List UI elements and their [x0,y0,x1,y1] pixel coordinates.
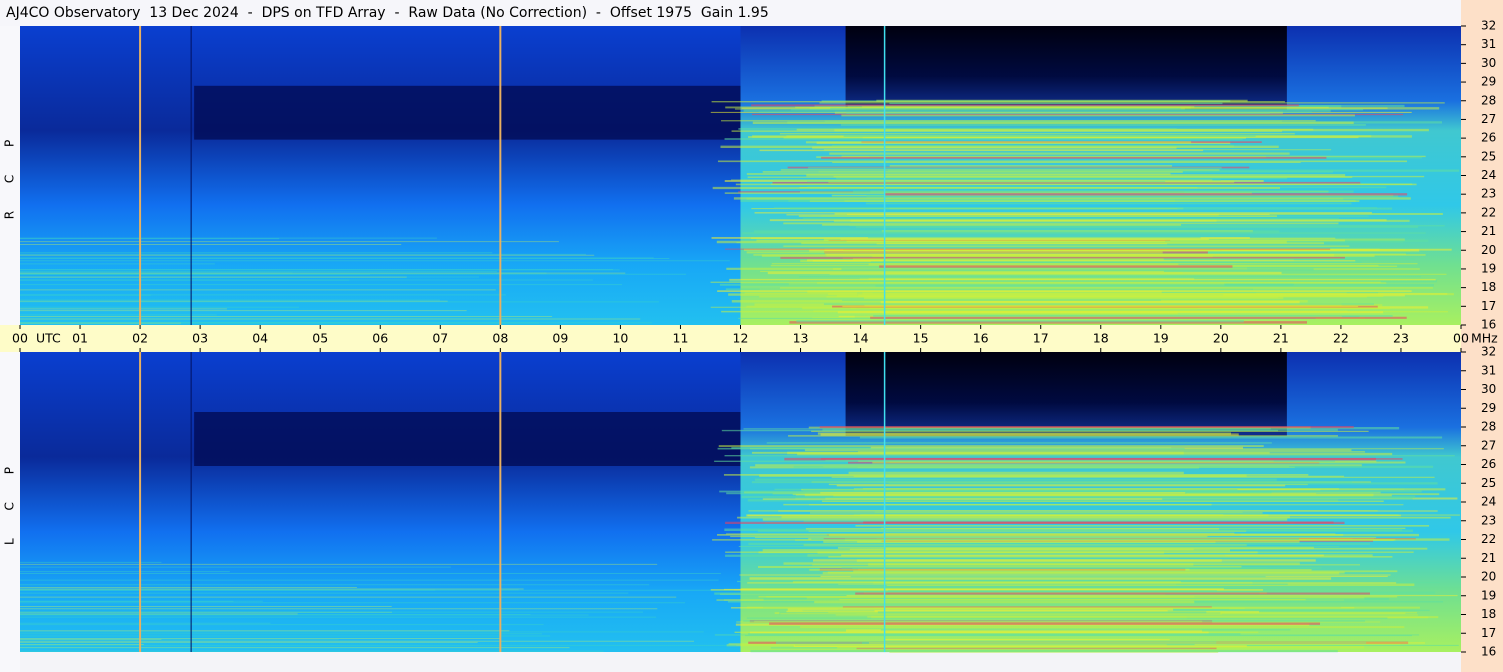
y-tick-label: 21 [1481,224,1496,238]
y-tick-label: 27 [1481,438,1496,452]
y-tick-label: 16 [1481,318,1496,332]
page-title: AJ4CO Observatory 13 Dec 2024 - DPS on T… [6,5,769,21]
absorption-band [194,85,741,140]
x-tick-label: 01 [72,331,88,346]
x-tick-label: 17 [1033,331,1049,346]
frequency-axis-strip [1461,0,1503,672]
x-tick-label: 23 [1393,331,1409,346]
y-tick-label: 24 [1481,495,1496,509]
x-tick-label: 05 [312,331,328,346]
y-tick-label: 19 [1481,261,1496,275]
x-tick-label: 18 [1093,331,1109,346]
y-tick-label: 30 [1481,382,1496,396]
x-tick-label: 02 [132,331,148,346]
cutoff-band [845,352,1287,436]
x-unit: UTC [36,331,61,346]
x-tick-label: 00 [1453,331,1469,346]
y-tick-label: 32 [1481,19,1496,33]
y-tick-label: 28 [1481,420,1496,434]
y-tick-label: 22 [1481,532,1496,546]
panel-label: L C P [3,455,17,545]
y-tick-label: 29 [1481,75,1496,89]
x-tick-label: 15 [913,331,929,346]
y-tick-label: 31 [1481,363,1496,377]
x-tick-label: 21 [1273,331,1289,346]
x-tick-label: 12 [733,331,749,346]
y-tick-label: 26 [1481,131,1496,145]
y-tick-label: 17 [1481,626,1496,640]
y-tick-label: 17 [1481,299,1496,313]
y-tick-label: 26 [1481,457,1496,471]
y-tick-label: 25 [1481,149,1496,163]
time-axis-strip [0,325,1461,352]
x-tick-label: 22 [1333,331,1349,346]
y-tick-label: 16 [1481,645,1496,659]
y-tick-label: 27 [1481,112,1496,126]
y-tick-label: 18 [1481,280,1496,294]
x-tick-label: 19 [1153,331,1169,346]
x-tick-label: 04 [252,331,268,346]
y-tick-label: 18 [1481,607,1496,621]
axes: 16 17 18 19 20 21 22 23 24 25 26 27 28 29 30 31 32 R C P 1… [3,19,1499,659]
y-tick-label: 31 [1481,37,1496,51]
y-tick-label: 20 [1481,243,1496,257]
x-tick-label: 06 [372,331,388,346]
x-tick-label: 16 [973,331,989,346]
y-tick-label: 29 [1481,401,1496,415]
x-tick-label: 07 [432,331,448,346]
x-tick-label: 03 [192,331,208,346]
x-tick-label: 11 [673,331,689,346]
panel-label: R C P [3,128,17,220]
x-tick-label: 09 [552,331,568,346]
y-tick-label: 28 [1481,93,1496,107]
absorption-band [194,412,741,466]
title-bar [0,0,1461,26]
y-tick-label: 24 [1481,168,1496,182]
x-tick-label: 08 [492,331,508,346]
x-tick-label: 00 [12,331,28,346]
y-tick-label: 25 [1481,476,1496,490]
y-tick-label: 19 [1481,588,1496,602]
x-tick-label: 20 [1213,331,1229,346]
y-tick-label: 21 [1481,551,1496,565]
y-tick-label: 32 [1481,345,1496,359]
x-tick-label: 14 [853,331,869,346]
panels [20,26,1461,653]
y-tick-label: 20 [1481,570,1496,584]
x-tick-label: 13 [793,331,809,346]
cutoff-band [845,26,1287,110]
y-tick-label: 22 [1481,205,1496,219]
y-tick-label: 23 [1481,513,1496,527]
y-tick-label: 30 [1481,56,1496,70]
y-tick-label: 23 [1481,187,1496,201]
x-tick-label: 10 [612,331,628,346]
y-unit: MHz [1471,331,1498,346]
